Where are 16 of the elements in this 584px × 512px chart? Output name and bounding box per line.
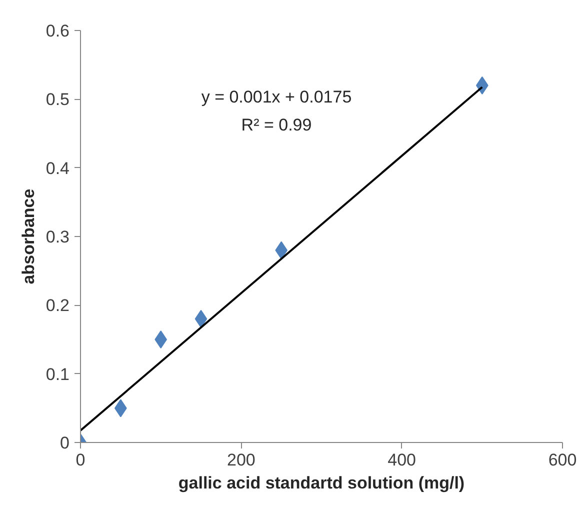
y-tick-label: 0.5 bbox=[46, 90, 70, 110]
y-tick-label: 0.4 bbox=[46, 158, 70, 178]
x-tick-label: 400 bbox=[388, 450, 416, 470]
y-axis-title: absorbance bbox=[18, 188, 38, 284]
y-tick-label: 0.2 bbox=[46, 296, 70, 316]
y-tick-label: 0.1 bbox=[46, 364, 70, 384]
point bbox=[194, 310, 208, 328]
x-axis-title: gallic acid standartd solution (mg/l) bbox=[178, 474, 465, 492]
x-tick-label: 600 bbox=[548, 450, 577, 470]
x-tick-label: 0 bbox=[76, 450, 86, 470]
y-tick-label: 0 bbox=[60, 434, 70, 452]
y-tick-label: 0.6 bbox=[46, 22, 70, 40]
annotation: R² = 0.99 bbox=[241, 116, 312, 134]
y-tick-label: 0.3 bbox=[46, 228, 70, 246]
annotation: y = 0.001x + 0.0175 bbox=[201, 88, 352, 106]
x-tick-label: 200 bbox=[226, 450, 256, 470]
